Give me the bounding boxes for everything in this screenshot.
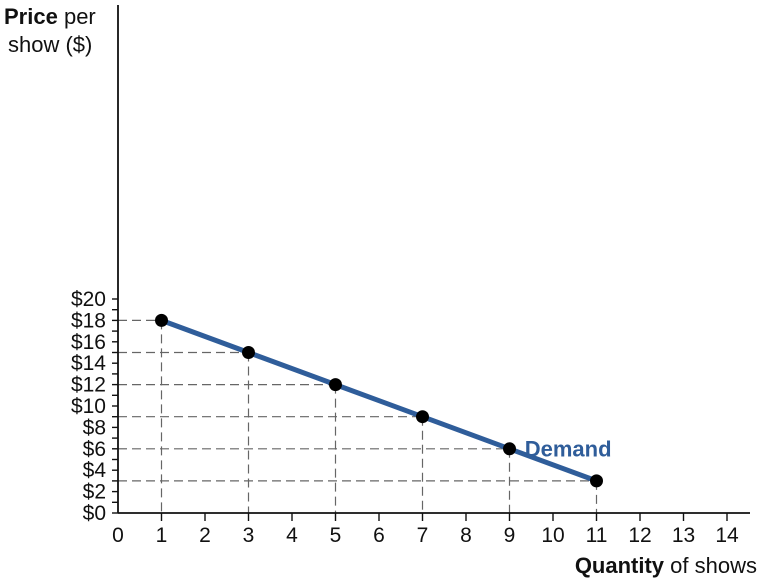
data-point (416, 410, 429, 424)
x-tick-label: 0 (112, 524, 124, 547)
y-tick-label: $18 (71, 309, 106, 332)
y-tick-label: $10 (71, 395, 106, 418)
y-axis-title-bold: Price (4, 4, 58, 29)
x-tick-label: 2 (199, 524, 211, 547)
y-axis-title: Price per (4, 4, 96, 29)
y-tick-label: $16 (71, 331, 106, 354)
x-tick-label: 5 (330, 524, 342, 547)
x-tick-label: 12 (628, 524, 651, 547)
y-tick-label: $0 (83, 502, 106, 525)
x-tick-label: 11 (586, 524, 608, 547)
axes (117, 5, 750, 514)
axis-ticks (112, 298, 728, 521)
y-axis-title-rest: per (64, 4, 96, 29)
data-point (242, 346, 255, 359)
x-axis-title-rest: of shows (670, 553, 757, 578)
x-tick-label: 9 (504, 524, 516, 547)
x-tick-label: 13 (672, 524, 695, 547)
y-tick-label: $4 (83, 459, 107, 482)
y-tick-label: $8 (83, 416, 106, 439)
y-tick-label: $20 (71, 288, 106, 311)
demand-line (159, 317, 599, 484)
x-tick-label: 6 (373, 524, 385, 547)
x-tick-label: 4 (286, 524, 298, 547)
y-tick-label: $12 (71, 374, 106, 397)
tick-labels: $0$2$4$6$8$10$12$14$16$18$200 1 2 3 4 5 6 7 8 9 10… (71, 288, 739, 547)
x-tick-label: 14 (715, 524, 739, 547)
y-tick-label: $14 (71, 352, 106, 375)
guide-lines (118, 319, 598, 513)
data-point (503, 442, 516, 456)
x-tick-label: 7 (417, 524, 429, 547)
x-tick-label: 3 (243, 524, 255, 547)
series-layer: Demand (155, 313, 612, 488)
x-axis-title: Quantity of shows (575, 553, 757, 578)
series-label-demand: Demand (525, 436, 612, 461)
y-tick-label: $2 (83, 481, 106, 504)
data-point (329, 378, 342, 392)
x-axis-title-bold: Quantity (575, 553, 665, 578)
data-point (590, 474, 603, 488)
x-tick-label: 1 (156, 524, 168, 547)
x-tick-label: 10 (541, 524, 564, 547)
data-point (155, 313, 168, 327)
x-tick-label: 8 (460, 524, 472, 547)
y-tick-label: $6 (83, 438, 106, 461)
y-axis-title-line2: show ($) (8, 32, 92, 57)
